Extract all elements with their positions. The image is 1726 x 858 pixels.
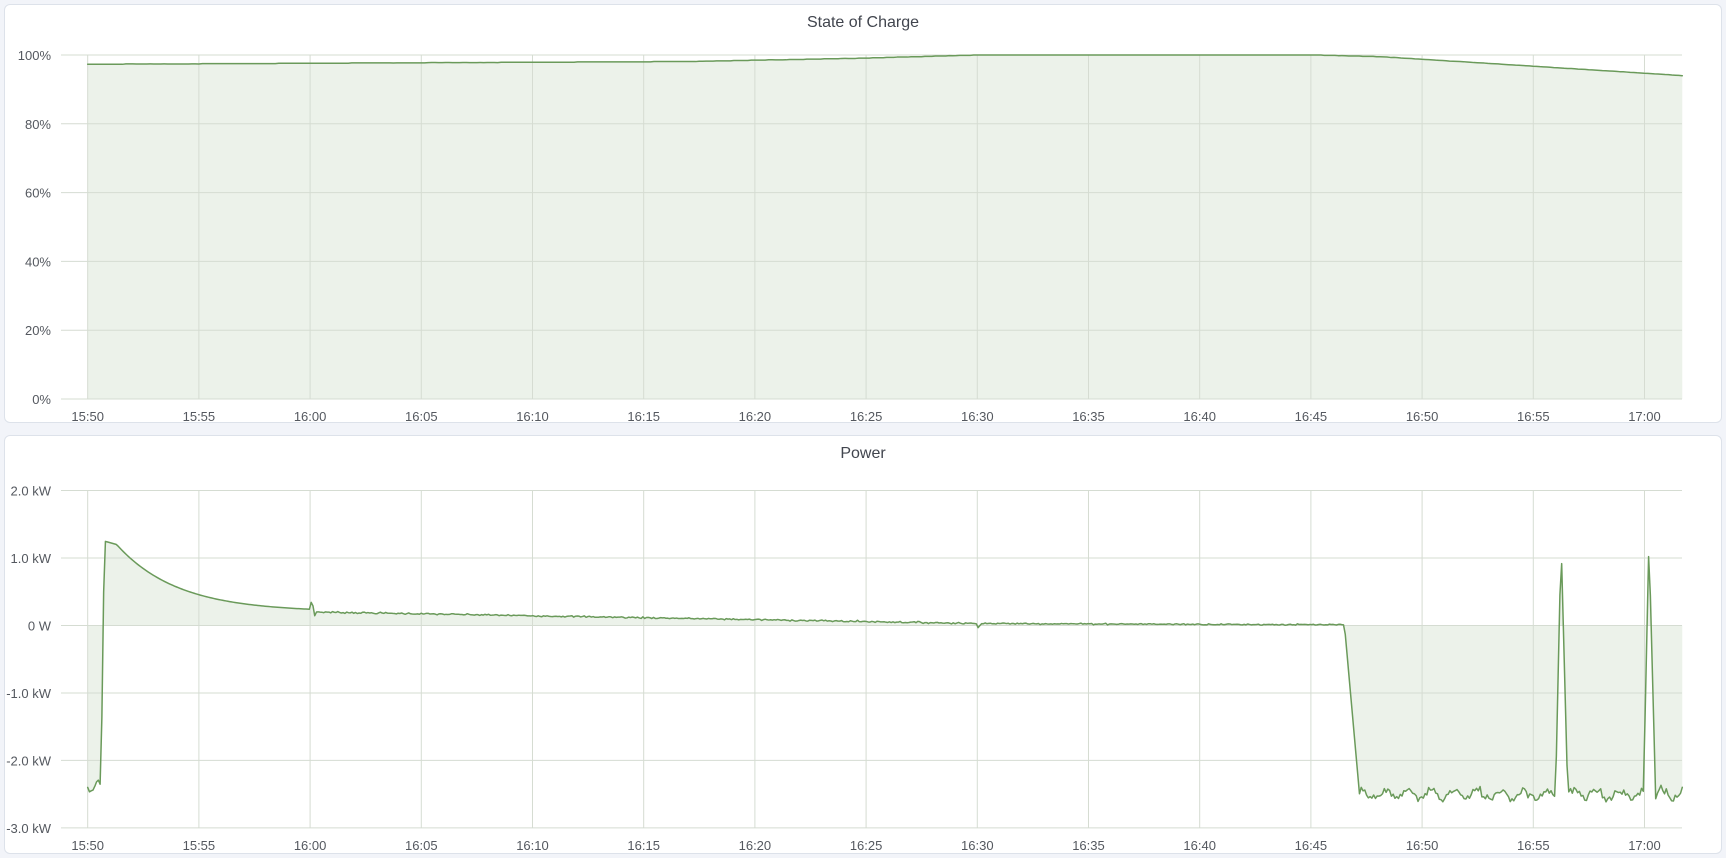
svg-text:16:00: 16:00 [294,409,327,423]
svg-text:60%: 60% [25,186,51,201]
svg-text:15:55: 15:55 [183,409,216,423]
svg-text:100%: 100% [18,48,52,63]
svg-text:20%: 20% [25,323,51,338]
svg-text:0%: 0% [32,392,51,407]
svg-text:16:15: 16:15 [627,409,660,423]
svg-text:0 W: 0 W [28,618,52,633]
svg-text:16:05: 16:05 [405,409,438,423]
svg-text:16:15: 16:15 [627,838,660,853]
svg-text:16:05: 16:05 [405,838,438,853]
svg-text:15:50: 15:50 [71,838,104,853]
svg-text:40%: 40% [25,254,51,269]
svg-text:16:45: 16:45 [1295,409,1328,423]
svg-text:17:00: 17:00 [1628,838,1661,853]
svg-text:16:25: 16:25 [850,409,883,423]
svg-text:17:00: 17:00 [1628,409,1661,423]
svg-text:16:35: 16:35 [1072,409,1105,423]
svg-text:-1.0 kW: -1.0 kW [6,686,52,701]
svg-text:16:35: 16:35 [1072,838,1105,853]
svg-text:15:55: 15:55 [183,838,216,853]
svg-text:-3.0 kW: -3.0 kW [6,821,52,836]
svg-text:16:25: 16:25 [850,838,883,853]
svg-text:80%: 80% [25,117,51,132]
svg-text:16:50: 16:50 [1406,838,1439,853]
svg-text:15:50: 15:50 [71,409,104,423]
svg-text:16:10: 16:10 [516,838,549,853]
svg-text:16:40: 16:40 [1183,409,1216,423]
svg-text:16:55: 16:55 [1517,409,1550,423]
svg-text:16:30: 16:30 [961,409,994,423]
svg-text:16:20: 16:20 [739,838,772,853]
svg-text:16:45: 16:45 [1295,838,1328,853]
svg-text:16:50: 16:50 [1406,409,1439,423]
svg-text:2.0 kW: 2.0 kW [11,484,52,499]
svg-text:16:40: 16:40 [1183,838,1216,853]
svg-text:16:20: 16:20 [739,409,772,423]
svg-text:16:00: 16:00 [294,838,327,853]
svg-text:16:10: 16:10 [516,409,549,423]
svg-text:16:55: 16:55 [1517,838,1550,853]
svg-text:1.0 kW: 1.0 kW [11,551,52,566]
svg-text:-2.0 kW: -2.0 kW [6,753,52,768]
svg-text:16:30: 16:30 [961,838,994,853]
